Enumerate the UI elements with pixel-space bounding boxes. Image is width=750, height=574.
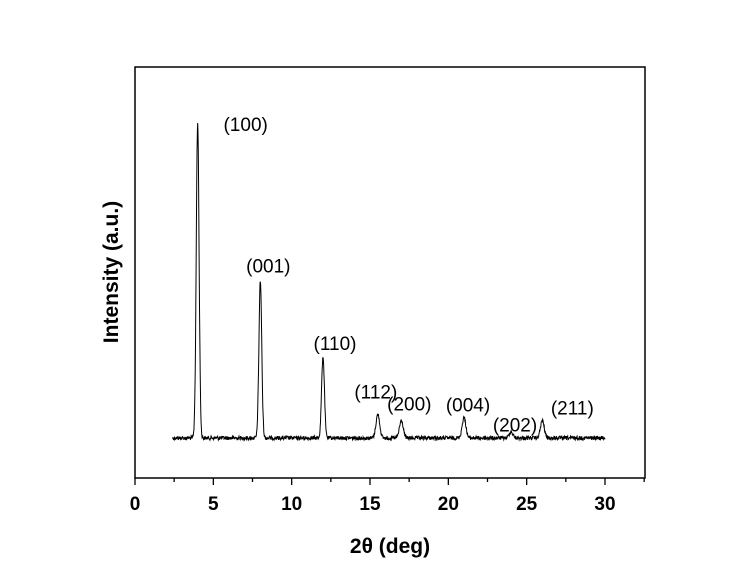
x-tick-label: 10 [281,494,302,515]
peak-label: (200) [387,395,431,416]
peak-label: (110) [314,334,357,355]
x-axis-ticks: 0 5 10 15 20 25 30 [130,478,645,515]
peak-label: (001) [246,257,290,278]
y-axis-title: Intensity (a.u.) [100,201,123,343]
x-tick-label: 30 [594,494,615,515]
peak-label: (004) [446,396,490,417]
x-tick-label: 0 [130,494,141,515]
x-tick-label: 20 [438,494,459,515]
x-tick-label: 15 [359,494,381,515]
x-tick-label: 5 [208,494,219,515]
x-tick-label: 25 [516,494,538,515]
plot-frame [134,66,646,479]
xrd-pattern-line [172,122,606,442]
peak-labels: (100) (001) (110) (112)(200) (004)(202) (211) [223,115,593,437]
peak-label: (211) [551,399,594,420]
peak-label: (100) [223,115,267,136]
x-axis-title: 2θ (deg) [350,535,430,558]
peak-label: (202) [493,416,537,437]
peak-label: (112) [354,382,397,403]
